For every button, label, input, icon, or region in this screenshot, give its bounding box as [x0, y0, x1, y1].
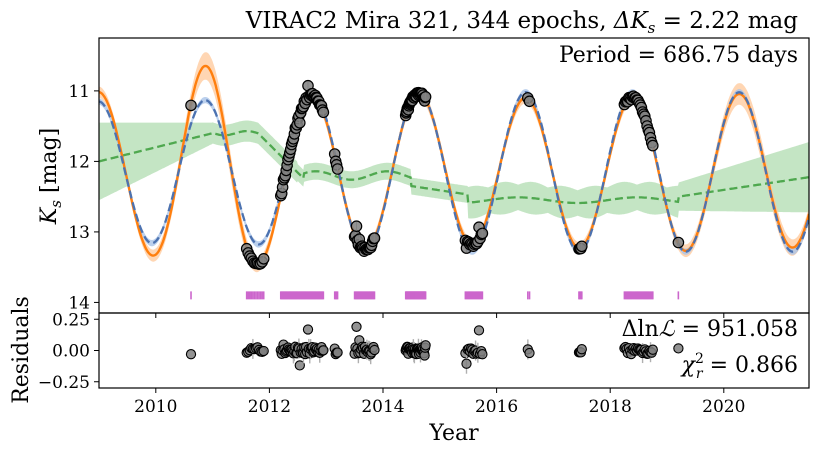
blue-model-band [99, 89, 809, 255]
resid-point-1 [185, 349, 197, 360]
x-tick-label-2010: 2010 [134, 397, 177, 417]
top-y-tick-label-11: 11 [68, 82, 90, 102]
obs-point-127 [419, 91, 432, 103]
obs-point-61 [317, 106, 330, 119]
obs-point-1 [185, 99, 197, 112]
x-tick-label-2016: 2016 [475, 397, 518, 417]
obs-point-68 [350, 220, 363, 232]
top-y-axis-title: Ks [mag] [37, 128, 65, 225]
resid-point-65 [332, 347, 343, 358]
obs-point-145 [523, 95, 536, 108]
blue-model-line [99, 91, 809, 253]
resid-point-87 [369, 344, 380, 356]
x-axis-title: Year [428, 421, 479, 446]
resid-point-127 [420, 340, 431, 351]
top-y-tick-label-13: 13 [68, 223, 90, 243]
model-curves [99, 64, 809, 267]
top-y-ticks: 11 12 13 14 [68, 82, 99, 313]
resid-point-145 [524, 347, 535, 359]
obs-point-175 [646, 139, 659, 152]
x-tick-label-2020: 2020 [702, 397, 745, 417]
top-y-tick-label-12: 12 [68, 152, 90, 172]
obs-point-149 [575, 240, 588, 253]
bottom-y-tick-label-0: 0.25 [52, 310, 90, 330]
green-trend-band [99, 120, 809, 219]
residual-points [185, 321, 684, 374]
x-tick-label-2012: 2012 [248, 397, 291, 417]
obs-point-143 [476, 227, 489, 240]
period-annotation: Period = 686.75 days [559, 43, 798, 68]
obs-point-35 [293, 117, 306, 129]
resid-point-35 [294, 360, 305, 371]
lnl-annotation: Δlnℒ = 951.058 [622, 317, 798, 342]
obs-point-13 [257, 252, 270, 265]
obs-point-87 [368, 232, 381, 244]
resid-point-129 [461, 358, 472, 369]
residuals-panel: 0.25 0.00 −0.25 2010 2012 2014 2016 2018 2020 Δ… [9, 296, 810, 446]
orange-model-line [99, 64, 809, 267]
bottom-y-tick-label-2: −0.25 [38, 373, 90, 393]
resid-point-61 [318, 345, 329, 356]
resid-point-176 [673, 343, 684, 354]
orange-model-band [99, 52, 809, 273]
observation-points [185, 79, 685, 270]
resid-point-68 [351, 321, 362, 332]
bottom-x-ticks: 2010 2012 2014 2016 2018 2020 [134, 388, 745, 417]
resid-point-149 [576, 344, 587, 355]
resid-point-13 [258, 345, 269, 357]
bottom-y-tick-label-1: 0.00 [52, 342, 90, 362]
obs-point-176 [672, 236, 685, 249]
chi2-annotation: χ2 r = 0.866 [680, 351, 798, 382]
x-tick-label-2014: 2014 [361, 397, 404, 417]
epoch-ticks [190, 291, 680, 300]
resid-point-175 [647, 344, 658, 355]
bottom-y-ticks: 0.25 0.00 −0.25 [38, 310, 99, 393]
bottom-y-axis-title: Residuals [9, 296, 34, 404]
top-x-ticks [155, 313, 725, 318]
obs-point-65 [331, 163, 344, 175]
resid-point-44 [302, 324, 314, 335]
resid-point-143 [477, 349, 488, 360]
chart-title: VIRAC2 Mira 321, 344 epochs, ΔKs = 2.22 … [245, 8, 799, 37]
model-uncertainty-bands [99, 52, 809, 273]
green-trend-line [99, 129, 809, 205]
resid-point-140 [473, 325, 485, 336]
light-curve-panel: 11 12 13 14 Period = 686.75 days Ks [mag] [37, 37, 810, 318]
x-tick-label-2018: 2018 [589, 397, 632, 417]
top-y-tick-label-14: 14 [68, 293, 90, 313]
